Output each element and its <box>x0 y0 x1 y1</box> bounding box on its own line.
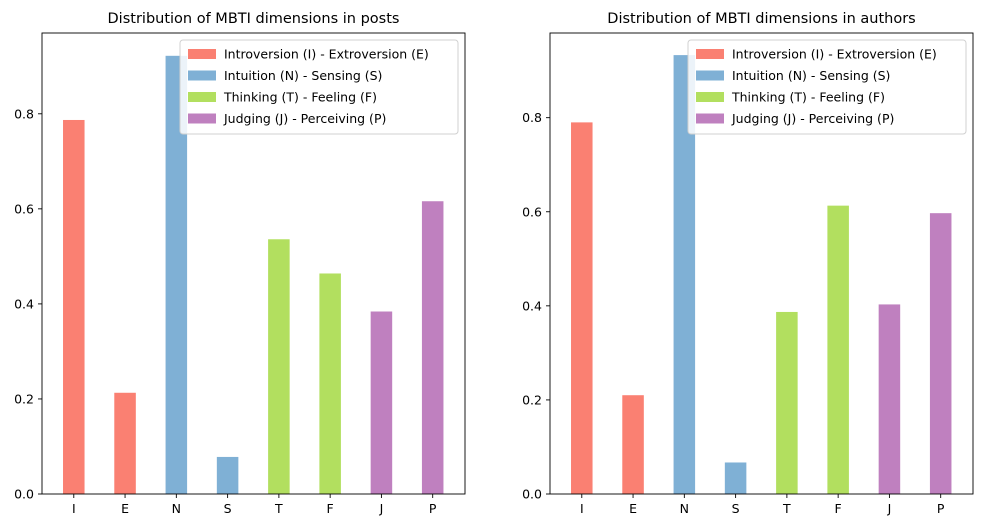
bar-S <box>216 456 239 494</box>
axes-frame <box>549 32 974 495</box>
y-tick-label: 0.4 <box>522 298 542 313</box>
axes-frame <box>41 32 466 495</box>
x-tick-label: S <box>732 501 740 516</box>
bar-T <box>268 239 290 494</box>
x-tick-label: T <box>274 501 283 516</box>
legend-box <box>179 39 459 135</box>
chart-panel-posts: Distribution of MBTI dimensions in posts… <box>14 11 466 516</box>
legend-swatch <box>188 113 216 124</box>
legend: Introversion (I) - Extroversion (E) Intui… <box>179 39 459 135</box>
bar-J <box>878 304 901 494</box>
legend-swatch <box>696 49 724 59</box>
legend-label: Intuition (N) - Sensing (S) <box>224 68 382 83</box>
bar-P <box>421 201 444 495</box>
legend-label: Judging (J) - Perceiving (P) <box>223 111 386 126</box>
bar-P <box>929 213 952 495</box>
y-tick-label: 0.8 <box>14 106 34 121</box>
x-tick-label: I <box>580 501 584 516</box>
x-tick-label: J <box>379 501 384 516</box>
chart-title: Distribution of MBTI dimensions in autho… <box>607 11 915 27</box>
x-tick-label: E <box>121 501 129 516</box>
x-tick-label: J <box>887 501 892 516</box>
legend-swatch <box>188 92 216 102</box>
y-tick-label: 0.6 <box>522 204 542 219</box>
bar-N <box>673 55 696 495</box>
x-tick-label: N <box>680 501 689 516</box>
bar-S <box>724 462 747 494</box>
legend-swatch <box>696 70 724 81</box>
bar-F <box>827 205 849 494</box>
y-tick-label: 0.2 <box>522 392 542 407</box>
legend-box <box>687 39 967 135</box>
bar-E <box>622 395 644 494</box>
legend-swatch <box>696 113 724 124</box>
x-tick-label: T <box>782 501 791 516</box>
bar-T <box>776 311 798 494</box>
x-tick-label: N <box>172 501 181 516</box>
legend: Introversion (I) - Extroversion (E) Intui… <box>687 39 967 135</box>
y-tick-label: 0.6 <box>14 201 34 216</box>
legend-label: Thinking (T) - Feeling (F) <box>731 90 885 105</box>
y-tick-label: 0.0 <box>14 487 34 502</box>
x-tick-label: S <box>224 501 232 516</box>
bar-I <box>63 119 85 494</box>
y-tick-label: 0.2 <box>14 391 34 406</box>
legend-label: Introversion (I) - Extroversion (E) <box>732 47 937 62</box>
y-tick-label: 0.8 <box>522 110 542 125</box>
legend-label: Intuition (N) - Sensing (S) <box>732 68 890 83</box>
legend-label: Introversion (I) - Extroversion (E) <box>224 47 429 62</box>
legend-swatch <box>188 70 216 81</box>
legend-swatch <box>188 49 216 59</box>
bar-I <box>571 122 593 494</box>
x-tick-label: E <box>629 501 637 516</box>
x-tick-label: F <box>327 501 334 516</box>
legend-swatch <box>696 92 724 102</box>
legend-label: Judging (J) - Perceiving (P) <box>731 111 894 126</box>
legend-label: Thinking (T) - Feeling (F) <box>223 90 377 105</box>
x-tick-label: P <box>937 501 945 516</box>
bar-N <box>165 55 188 495</box>
x-tick-label: I <box>72 501 76 516</box>
y-tick-label: 0.4 <box>14 296 34 311</box>
x-tick-label: P <box>429 501 437 516</box>
x-tick-label: F <box>835 501 842 516</box>
bar-E <box>114 392 136 494</box>
chart-panel-authors: Distribution of MBTI dimensions in autho… <box>522 11 974 516</box>
y-tick-label: 0.0 <box>522 487 542 502</box>
bar-F <box>319 273 341 494</box>
bar-J <box>370 311 393 494</box>
chart-title: Distribution of MBTI dimensions in posts <box>108 11 400 27</box>
